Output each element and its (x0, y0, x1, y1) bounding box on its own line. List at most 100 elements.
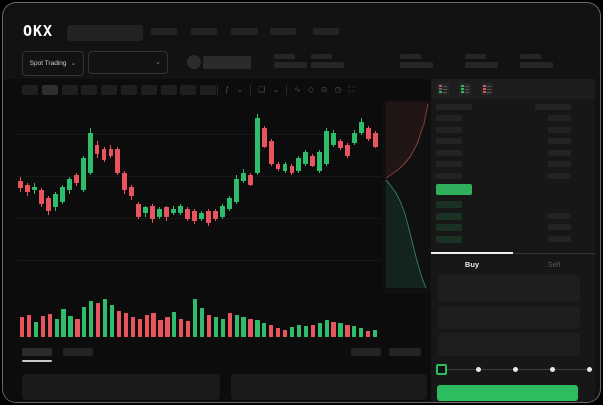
toolbar-button-3[interactable] (61, 85, 78, 95)
ask-row-price[interactable] (436, 115, 462, 121)
orderbook-bids-icon[interactable] (459, 83, 471, 95)
candle (302, 101, 309, 291)
amount-input[interactable] (438, 306, 580, 329)
volume-bar (172, 312, 177, 337)
camera-icon[interactable]: ⊙ (320, 85, 328, 94)
chart-layout-icon[interactable]: ❏ (258, 85, 266, 94)
volume-bar (276, 328, 281, 337)
ask-row-price[interactable] (436, 138, 462, 144)
bid-row-price[interactable] (436, 235, 462, 243)
candle (233, 101, 240, 291)
sell-tab[interactable]: Sell (547, 260, 561, 269)
replay-icon[interactable]: ◷ (334, 85, 342, 94)
volume-bar (324, 320, 329, 337)
slider-stop[interactable] (549, 367, 555, 372)
toolbar-button-10[interactable] (200, 85, 217, 95)
gridline (17, 134, 381, 135)
last-price-placeholder (203, 56, 251, 69)
volume-bar (269, 325, 274, 337)
ask-row-price[interactable] (436, 172, 462, 179)
toolbar-button-8[interactable] (160, 85, 177, 95)
candle (87, 101, 94, 291)
search-input[interactable] (67, 25, 143, 41)
bottom-tab-1[interactable] (22, 348, 52, 356)
ask-row-price[interactable] (436, 161, 462, 167)
volume-bar (220, 318, 225, 337)
history-panel-placeholder (231, 374, 427, 400)
ask-row-price[interactable] (436, 149, 462, 156)
chevron-down-icon: ⌄ (155, 59, 161, 66)
total-input[interactable] (438, 333, 580, 356)
ticker-stat-4 (465, 54, 498, 68)
toolbar-button-2[interactable] (41, 85, 58, 95)
nav-item-4[interactable] (270, 28, 296, 35)
candle (295, 101, 302, 291)
volume-bar (317, 322, 322, 337)
candle (316, 101, 323, 291)
buy-tab[interactable]: Buy (464, 260, 480, 269)
nav-item-2[interactable] (191, 28, 217, 35)
candlestick-chart[interactable] (17, 101, 379, 291)
candle (73, 101, 80, 291)
eraser-icon[interactable]: ◇ (307, 85, 314, 94)
slider-stop[interactable] (586, 367, 592, 372)
fullscreen-icon[interactable]: ⛶ (348, 85, 355, 94)
volume-bar (213, 317, 219, 337)
toolbar-button-7[interactable] (140, 85, 157, 95)
candle (219, 101, 226, 291)
volume-bar (137, 318, 142, 337)
candle (31, 101, 38, 291)
bottom-tab-2[interactable] (63, 348, 93, 356)
candle (59, 101, 66, 291)
candle (268, 101, 275, 291)
chevron-down-icon[interactable]: ⌄ (272, 85, 280, 94)
chart-toolbar-icons: ƒ ⌄ ❏ ⌄ ∿ ◇ ⊙ ◷ ⛶ (217, 83, 354, 97)
candle (156, 101, 163, 291)
candle (212, 101, 219, 291)
orderbook-combined-icon[interactable] (437, 83, 449, 95)
chart-range-button-2[interactable] (389, 348, 421, 356)
gridline (17, 260, 381, 261)
bid-row-price[interactable] (436, 201, 462, 208)
toolbar-button-1[interactable] (22, 85, 38, 95)
indicator-icon[interactable]: ƒ (225, 85, 230, 94)
orderbook-panel: Buy Sell (431, 79, 595, 402)
toolbar-button-6[interactable] (121, 85, 137, 95)
bid-row-price[interactable] (436, 224, 462, 231)
volume-bar (109, 305, 115, 337)
gridline (17, 176, 381, 177)
bid-row-amount (548, 212, 571, 219)
market-type-dropdown[interactable]: Spot Trading ⌄ (22, 51, 84, 76)
slider-stop[interactable] (475, 367, 481, 372)
slider-handle[interactable] (435, 364, 447, 375)
candle (142, 101, 149, 291)
nav-item-3[interactable] (231, 28, 258, 35)
volume-bar (75, 318, 80, 337)
chart-range-button-1[interactable] (351, 348, 381, 356)
toolbar-button-5[interactable] (101, 85, 118, 95)
buy-button[interactable] (437, 385, 578, 401)
last-price-bar[interactable] (436, 184, 472, 195)
volume-bar (352, 325, 357, 337)
line-tool-icon[interactable]: ∿ (294, 85, 301, 94)
toolbar-button-9[interactable] (180, 85, 197, 95)
ticker-stat-5 (520, 54, 553, 68)
slider-stop[interactable] (512, 367, 518, 372)
volume-bar (151, 313, 156, 337)
volume-bar (186, 321, 191, 337)
price-input[interactable] (438, 275, 580, 302)
toolbar-separator (217, 85, 218, 95)
nav-item-1[interactable] (151, 28, 177, 35)
volume-bar (255, 320, 260, 337)
nav-item-5[interactable] (313, 28, 339, 35)
orderbook-header-price (436, 104, 472, 110)
buy-tab-indicator (431, 252, 513, 254)
ticker-stat-1 (274, 54, 307, 68)
toolbar-button-4[interactable] (81, 85, 98, 95)
chevron-down-icon[interactable]: ⌄ (236, 85, 244, 94)
pair-dropdown[interactable]: ⌄ (88, 51, 168, 74)
ask-row-price[interactable] (436, 126, 462, 133)
volume-bar (241, 317, 246, 337)
bid-row-price[interactable] (436, 212, 462, 220)
orderbook-asks-icon[interactable] (481, 83, 493, 95)
